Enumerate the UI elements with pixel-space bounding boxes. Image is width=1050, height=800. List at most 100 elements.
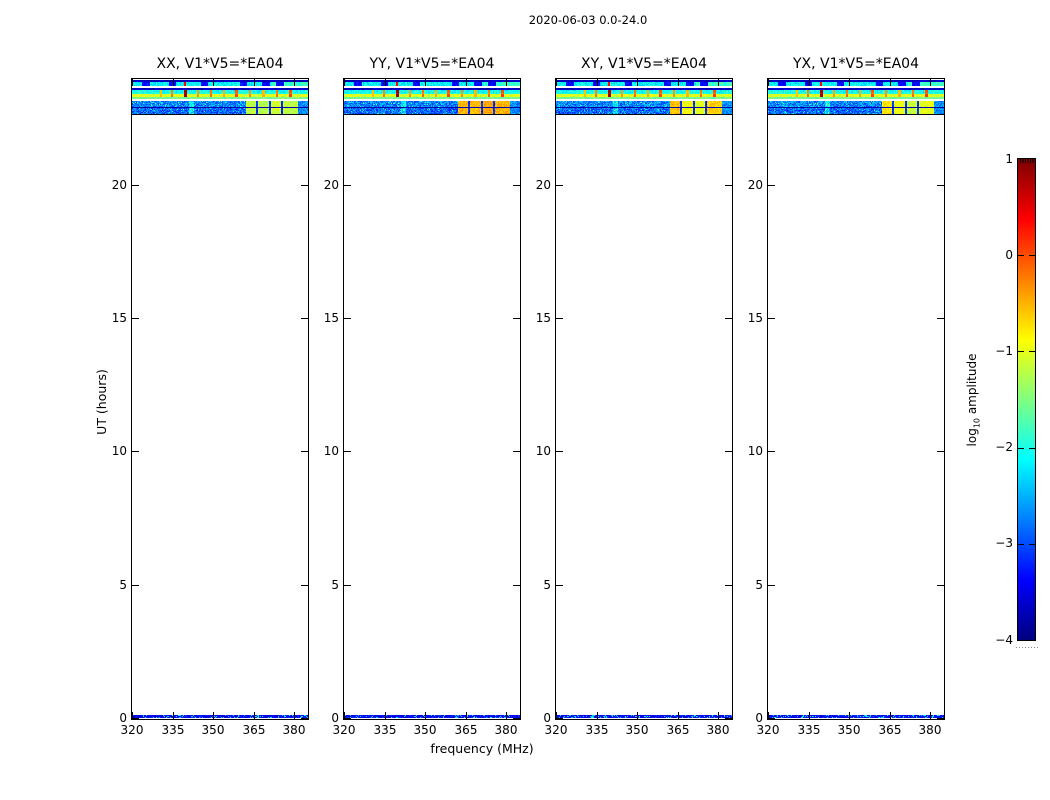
y-tick-mark xyxy=(513,318,520,319)
y-tick-mark xyxy=(768,318,775,319)
x-tick-mark xyxy=(132,79,133,86)
x-tick-label: 350 xyxy=(413,723,437,737)
y-tick-mark xyxy=(513,585,520,586)
x-tick-mark xyxy=(930,712,931,719)
x-tick-mark xyxy=(425,712,426,719)
panel-yx xyxy=(767,78,945,720)
x-tick-mark xyxy=(718,79,719,86)
colorbar-tick-mark xyxy=(1018,544,1024,545)
x-tick-mark xyxy=(930,79,931,86)
x-tick-mark xyxy=(506,79,507,86)
x-tick-mark xyxy=(637,712,638,719)
colorbar-tick-label: 1 xyxy=(1005,152,1013,166)
x-tick-label: 365 xyxy=(242,723,266,737)
x-tick-label: 350 xyxy=(625,723,649,737)
x-tick-mark xyxy=(254,79,255,86)
colorbar-tick-label: −3 xyxy=(995,536,1013,550)
y-tick-mark xyxy=(937,585,944,586)
x-tick-mark xyxy=(849,79,850,86)
colorbar-tick-mark xyxy=(1029,351,1035,352)
x-tick-label: 335 xyxy=(797,723,821,737)
y-tick-label: 0 xyxy=(755,711,763,725)
y-tick-mark xyxy=(513,185,520,186)
x-tick-mark xyxy=(597,79,598,86)
x-tick-mark xyxy=(173,712,174,719)
colorbar-tick-label: 0 xyxy=(1005,248,1013,262)
colorbar-tick-mark xyxy=(1029,255,1035,256)
y-tick-mark xyxy=(344,718,351,719)
y-tick-label: 5 xyxy=(543,578,551,592)
colorbar-tick-label: −4 xyxy=(995,633,1013,647)
y-tick-mark xyxy=(301,451,308,452)
y-tick-mark xyxy=(556,318,563,319)
x-tick-mark xyxy=(556,712,557,719)
y-tick-label: 15 xyxy=(535,311,551,325)
x-tick-mark xyxy=(173,79,174,86)
x-tick-mark xyxy=(213,712,214,719)
y-tick-mark xyxy=(937,451,944,452)
x-tick-mark xyxy=(678,79,679,86)
y-tick-mark xyxy=(301,585,308,586)
y-tick-mark xyxy=(344,451,351,452)
y-tick-label: 0 xyxy=(543,711,551,725)
x-tick-label: 380 xyxy=(918,723,942,737)
y-tick-label: 10 xyxy=(747,444,763,458)
y-tick-mark xyxy=(132,318,139,319)
y-tick-mark xyxy=(344,185,351,186)
colorbar-tick-mark xyxy=(1029,448,1035,449)
x-tick-mark xyxy=(597,712,598,719)
y-tick-mark xyxy=(301,318,308,319)
x-tick-mark xyxy=(678,712,679,719)
top-spectrogram-strip-yy xyxy=(344,80,520,115)
y-tick-mark xyxy=(725,318,732,319)
colorbar-tick-mark xyxy=(1029,544,1035,545)
x-tick-label: 380 xyxy=(494,723,518,737)
x-tick-mark xyxy=(718,712,719,719)
colorbar-end-dot xyxy=(1025,647,1026,648)
colorbar-end-dot xyxy=(1016,647,1017,648)
colorbar-label: log10 amplitude xyxy=(965,335,981,465)
y-tick-label: 0 xyxy=(331,711,339,725)
x-tick-mark xyxy=(890,712,891,719)
top-spectrogram-strip-xy xyxy=(556,80,732,115)
colorbar-tick-label: −1 xyxy=(995,344,1013,358)
y-tick-mark xyxy=(768,451,775,452)
y-tick-mark xyxy=(768,185,775,186)
colorbar xyxy=(1017,158,1036,641)
y-tick-label: 5 xyxy=(331,578,339,592)
panel-xy xyxy=(555,78,733,720)
x-tick-label: 350 xyxy=(201,723,225,737)
y-tick-label: 20 xyxy=(535,178,551,192)
x-tick-label: 335 xyxy=(373,723,397,737)
bottom-spectrogram-strip-yy xyxy=(344,715,520,718)
x-tick-label: 335 xyxy=(161,723,185,737)
x-tick-mark xyxy=(890,79,891,86)
x-tick-mark xyxy=(254,712,255,719)
y-tick-mark xyxy=(725,451,732,452)
panel-title-xy: XY, V1*V5=*EA04 xyxy=(581,56,707,72)
x-tick-label: 365 xyxy=(666,723,690,737)
y-tick-label: 10 xyxy=(111,444,127,458)
bottom-spectrogram-strip-xx xyxy=(132,715,308,718)
y-tick-mark xyxy=(132,718,139,719)
panel-title-yx: YX, V1*V5=*EA04 xyxy=(793,56,919,72)
y-tick-mark xyxy=(301,185,308,186)
y-tick-mark xyxy=(768,585,775,586)
y-tick-mark xyxy=(301,718,308,719)
y-tick-mark xyxy=(513,451,520,452)
y-tick-mark xyxy=(937,318,944,319)
x-tick-label: 380 xyxy=(282,723,306,737)
colorbar-label-text: log xyxy=(965,428,979,447)
x-tick-mark xyxy=(385,79,386,86)
top-spectrogram-strip-yx xyxy=(768,80,944,115)
x-tick-label: 380 xyxy=(706,723,730,737)
panel-title-yy: YY, V1*V5=*EA04 xyxy=(369,56,495,72)
y-tick-mark xyxy=(937,185,944,186)
x-tick-label: 365 xyxy=(878,723,902,737)
x-tick-label: 365 xyxy=(454,723,478,737)
y-tick-label: 15 xyxy=(111,311,127,325)
x-tick-label: 320 xyxy=(332,723,356,737)
x-tick-label: 320 xyxy=(544,723,568,737)
panel-title-xx: XX, V1*V5=*EA04 xyxy=(156,56,284,72)
